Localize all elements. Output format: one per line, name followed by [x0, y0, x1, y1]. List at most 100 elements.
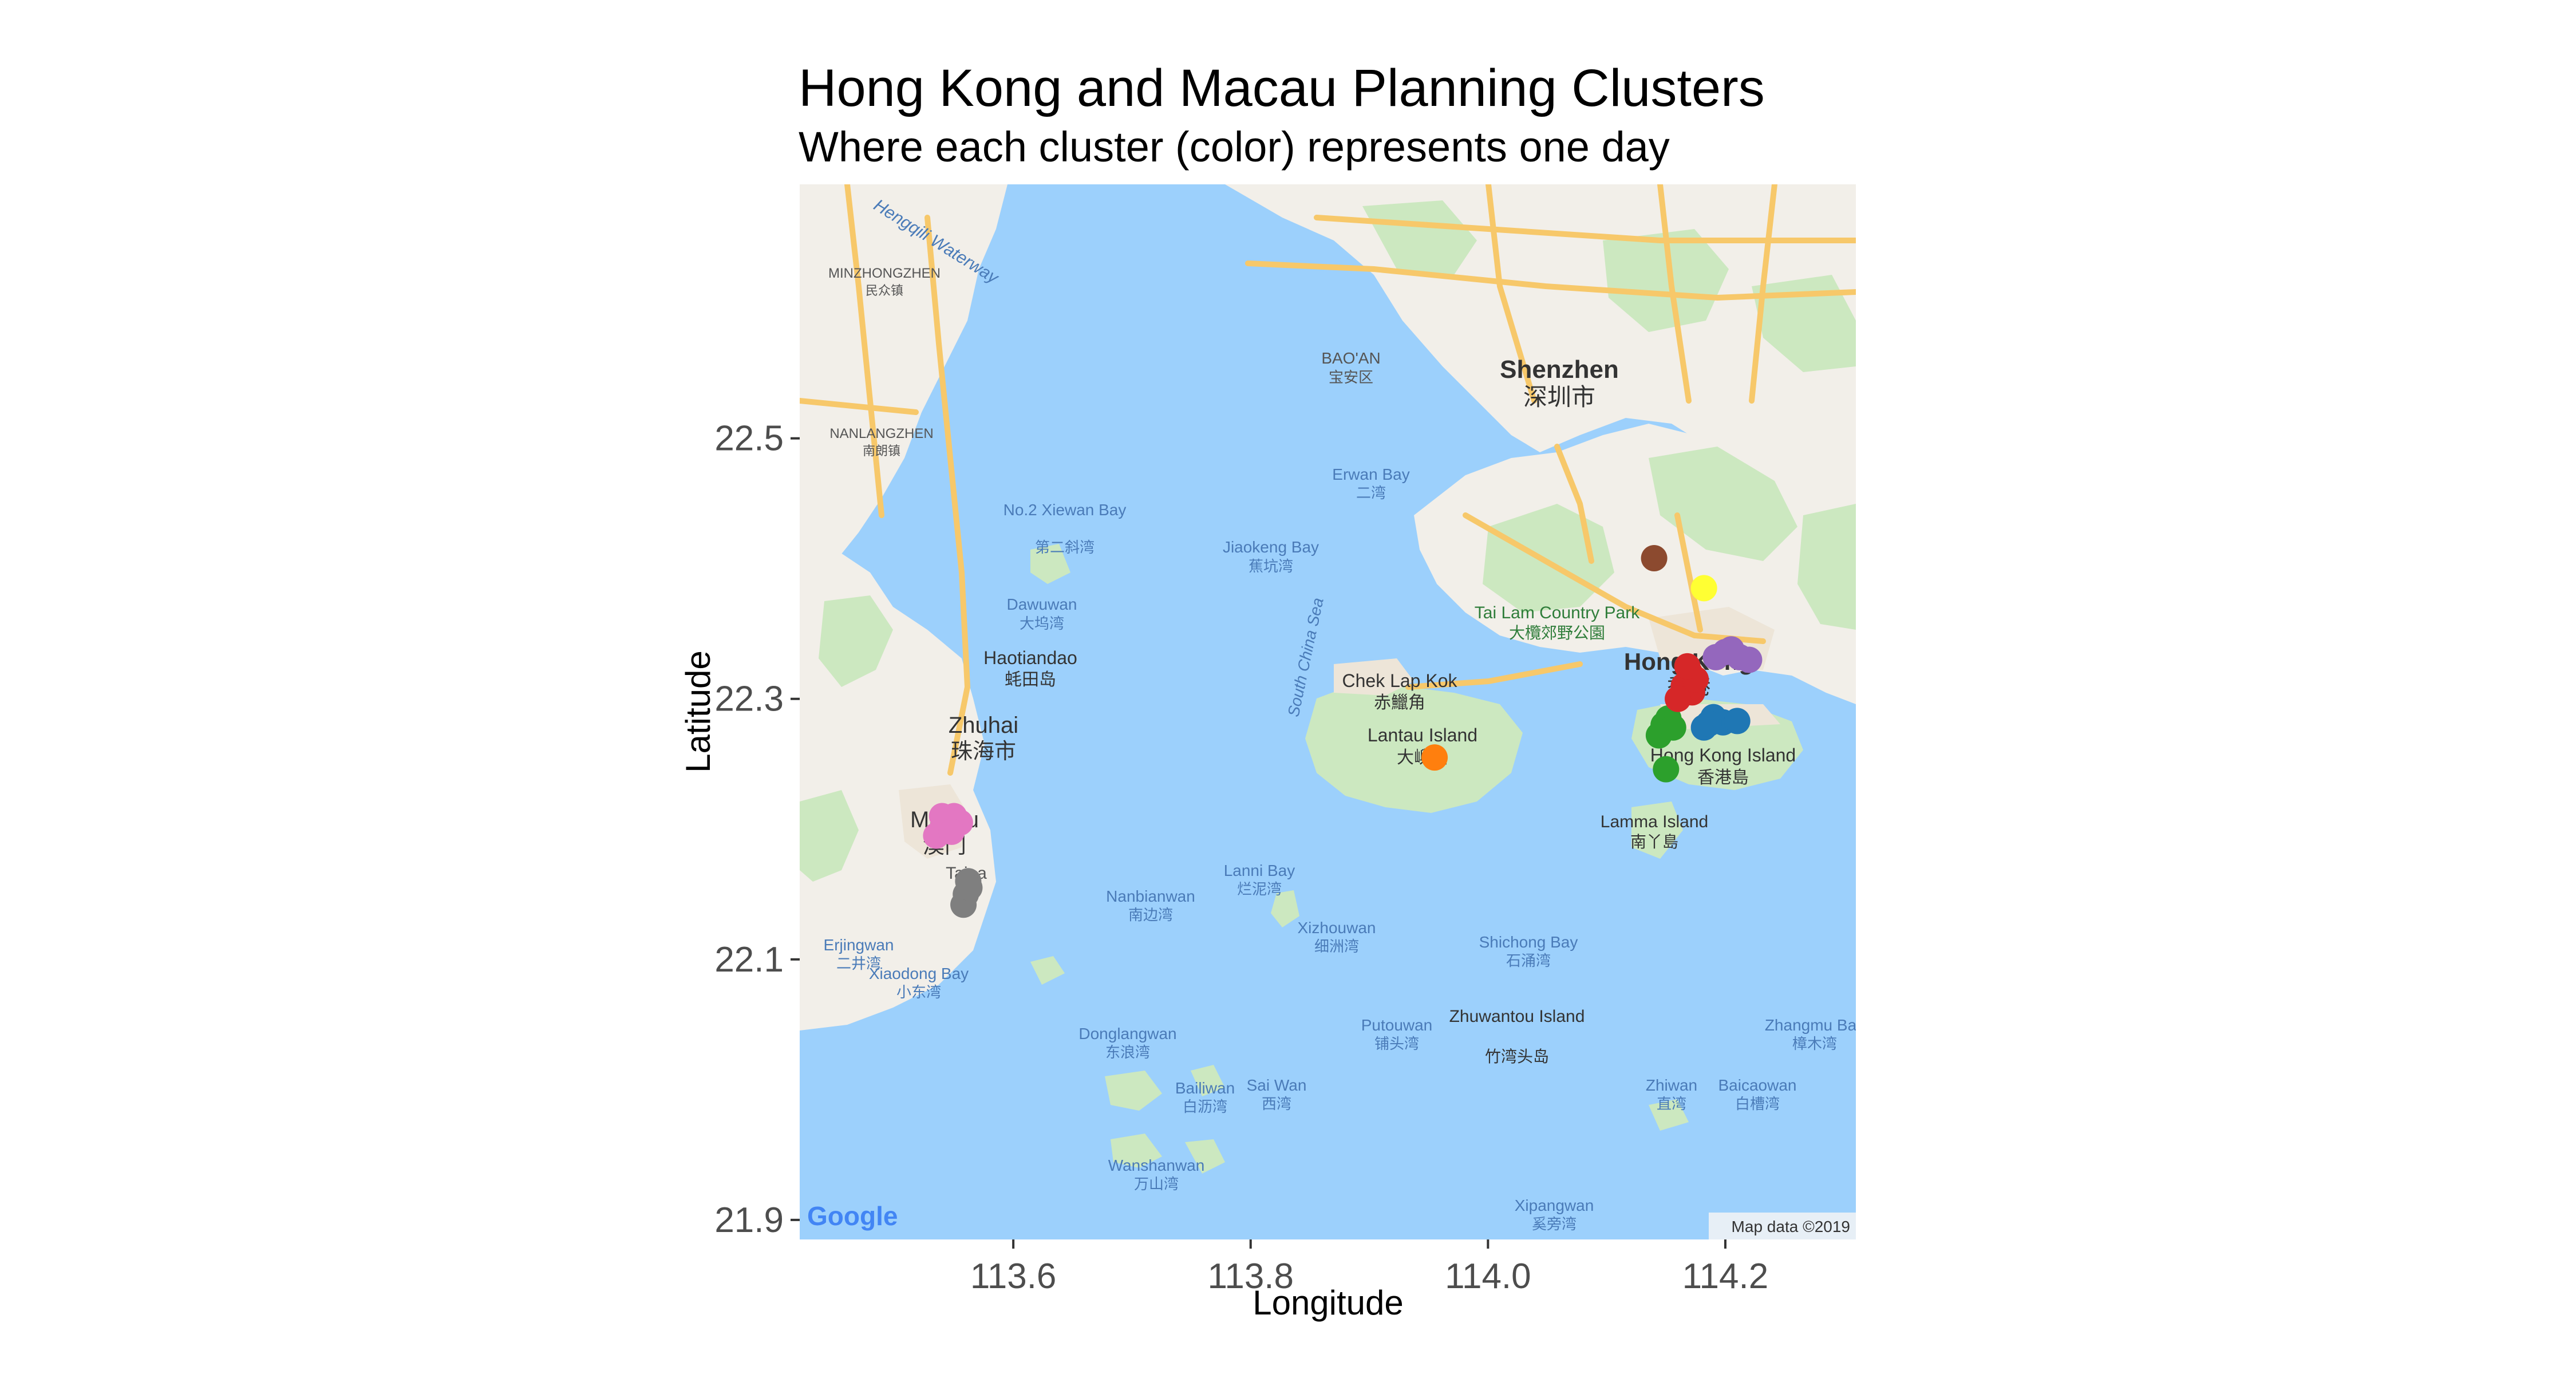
map-label-nanlangzhen-cn: 南朗镇: [863, 444, 900, 458]
map-label-donglangwan-cn: 东浪湾: [1105, 1044, 1150, 1061]
roads: [800, 184, 1856, 776]
y-tick-label: 22.5: [714, 419, 784, 459]
map-label-wanshanwan-cn: 万山湾: [1134, 1175, 1179, 1193]
islet-1: [1271, 890, 1299, 927]
map-label-zhuwantou-cn: 竹湾头岛: [1485, 1048, 1549, 1065]
map-label-bailiwan-cn: 白沥湾: [1183, 1098, 1227, 1115]
map-label-baicaowan: Baicaowan: [1718, 1076, 1797, 1094]
map-label-bailiwan: Bailiwan: [1175, 1079, 1235, 1097]
map-label-lantau: Lantau Island: [1368, 725, 1477, 745]
map-label-baoan-cn: 宝安区: [1329, 369, 1373, 386]
map-label-minzhongzhen-cn: 民众镇: [866, 283, 903, 298]
map-label-zhuwantou: Zhuwantou Island: [1449, 1007, 1585, 1026]
green-west: [800, 790, 859, 882]
map-label-erwan-cn: 二湾: [1356, 484, 1386, 502]
islet-8: [1030, 544, 1070, 584]
map-label-dawuwan: Dawuwan: [1007, 595, 1077, 613]
map-label-erjingwan: Erjingwan: [824, 936, 894, 954]
y-tick-label: 22.3: [714, 680, 784, 719]
green-shenzhen-2: [1603, 229, 1729, 332]
cluster-7-point-5: [1718, 636, 1745, 663]
map-label-xipangwan-cn: 奚旁湾: [1532, 1215, 1577, 1233]
x-tick-label: 114.0: [1445, 1257, 1531, 1296]
map-label-nanbianwan: Nanbianwan: [1106, 887, 1195, 905]
map-label-saiwan-cn: 西湾: [1262, 1095, 1291, 1112]
map-label-xipangwan: Xipangwan: [1515, 1197, 1594, 1214]
map-label-xiaodong-cn: 小东湾: [896, 984, 941, 1001]
cluster-2-point-4: [956, 874, 983, 901]
chart-subtitle: Where each cluster (color) represents on…: [799, 123, 1670, 171]
land-northwest: [800, 184, 1008, 572]
islet-3: [1191, 1065, 1225, 1096]
map-label-xizhouwan-cn: 细洲湾: [1314, 938, 1359, 955]
chek-lap-kok: [1334, 658, 1414, 696]
google-logo: Google: [807, 1201, 898, 1231]
map-label-putouwan: Putouwan: [1361, 1016, 1433, 1034]
chart-title: Hong Kong and Macau Planning Clusters: [799, 59, 1765, 117]
cluster-5-point-4: [1724, 708, 1751, 735]
y-tick-label: 22.1: [714, 940, 784, 980]
map-label-dawuwan-cn: 大坞湾: [1020, 615, 1064, 632]
map-label-zhiwan: Zhiwan: [1646, 1076, 1697, 1094]
y-tick-label: 21.9: [714, 1201, 784, 1240]
map-label-zhuhai: Zhuhai: [949, 713, 1018, 738]
map-label-saiwan: Sai Wan: [1247, 1076, 1307, 1094]
map-label-baoan: BAO'AN: [1321, 349, 1380, 367]
x-tick-label: 114.2: [1682, 1257, 1769, 1296]
green-nt-east: [1649, 447, 1797, 561]
map-label-jiaokeng: Jiaokeng Bay: [1223, 538, 1319, 556]
data-points: [923, 545, 1763, 918]
map-label-xiaodong: Xiaodong Bay: [869, 965, 969, 982]
green-zhuhai: [819, 595, 893, 687]
map-label-zhuhai-cn: 珠海市: [951, 740, 1016, 764]
map-label-zhangmu-cn: 樟木湾: [1792, 1035, 1837, 1052]
map-label-tai-lam: Tai Lam Country Park: [1475, 603, 1640, 622]
cluster-8-point-1: [1641, 545, 1668, 572]
basemap: Shenzhen 深圳市 BAO'AN 宝安区 Zhuhai 珠海市 Macau…: [800, 184, 1864, 1239]
map-label-xiewan-cn: 第二斜湾: [1035, 539, 1095, 556]
map-label-erwan: Erwan Bay: [1332, 465, 1409, 483]
map-label-shenzhen: Shenzhen: [1500, 356, 1619, 384]
green-nt-east-2: [1797, 504, 1856, 630]
map-label-hk-island-cn: 香港島: [1697, 768, 1749, 787]
map-label-donglangwan: Donglangwan: [1078, 1025, 1176, 1043]
cluster-4-point-5: [1653, 756, 1680, 783]
x-tick-label: 113.8: [1207, 1257, 1294, 1296]
islet-6: [1030, 956, 1065, 985]
map-label-zhiwan-cn: 直湾: [1657, 1095, 1686, 1112]
map-labels: Shenzhen 深圳市 BAO'AN 宝安区 Zhuhai 珠海市 Macau…: [824, 196, 1864, 1233]
cluster-4-point-4: [1660, 714, 1686, 741]
cluster-1-point-7: [938, 818, 965, 845]
map-label-shenzhen-cn: 深圳市: [1523, 384, 1595, 410]
axes: 113.6 113.8 114.0 114.2 21.9 22.1 22.3 22.5: [714, 419, 1768, 1296]
x-tick-label: 113.6: [970, 1257, 1057, 1296]
map-label-haotiandao-cn: 蚝田岛: [1005, 670, 1056, 689]
map-label-putouwan-cn: 铺头湾: [1374, 1035, 1419, 1052]
land-lantau: [1305, 681, 1523, 813]
map-label-jiaokeng-cn: 蕉坑湾: [1249, 558, 1293, 575]
map-label-baicaowan-cn: 白槽湾: [1735, 1095, 1780, 1112]
map-label-lanni-cn: 烂泥湾: [1237, 881, 1282, 898]
map-label-nanbianwan-cn: 南边湾: [1128, 906, 1173, 923]
cluster-6-point-4: [1665, 685, 1692, 712]
map-label-shichong-cn: 石涌湾: [1506, 952, 1551, 969]
map-label-lanni: Lanni Bay: [1224, 862, 1295, 879]
map-label-erjingwan-cn: 二井湾: [836, 955, 881, 972]
land-lamma: [1631, 802, 1683, 859]
cluster-5-point-5: [1695, 710, 1722, 737]
map-label-zhangmu: Zhangmu Bay: [1765, 1016, 1864, 1034]
islet-4: [1111, 1134, 1162, 1168]
islet-5: [1185, 1139, 1225, 1174]
cluster-6-point-6: [1674, 653, 1701, 680]
x-axis-title: Longitude: [1253, 1284, 1404, 1322]
cluster-9-point-1: [1690, 575, 1717, 602]
map-label-shichong: Shichong Bay: [1479, 933, 1578, 951]
green-shenzhen-1: [1362, 200, 1477, 275]
map-label-wanshanwan: Wanshanwan: [1108, 1156, 1205, 1174]
islet-2: [1105, 1071, 1162, 1111]
y-axis-title: Latitude: [679, 650, 717, 773]
green-shenzhen-3: [1752, 275, 1856, 372]
map-label-haotiandao: Haotiandao: [983, 647, 1077, 668]
map-label-chek-lap-kok: Chek Lap Kok: [1342, 670, 1457, 691]
